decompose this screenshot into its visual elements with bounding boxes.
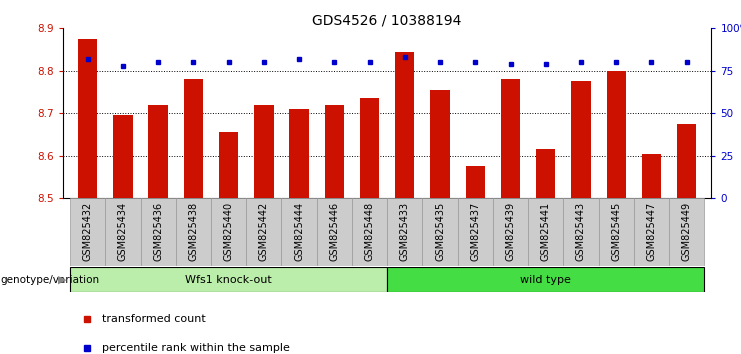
Bar	[316, 198, 352, 266]
Text: GSM825448: GSM825448	[365, 202, 374, 261]
Bar	[563, 198, 599, 266]
Bar	[70, 198, 105, 266]
Bar	[388, 198, 422, 266]
Text: GSM825445: GSM825445	[611, 202, 621, 261]
Title: GDS4526 / 10388194: GDS4526 / 10388194	[313, 13, 462, 27]
Text: GSM825437: GSM825437	[471, 202, 480, 261]
Text: GSM825444: GSM825444	[294, 202, 304, 261]
Text: GSM825447: GSM825447	[646, 202, 657, 261]
Bar	[669, 198, 704, 266]
Bar	[677, 124, 697, 198]
Bar	[141, 198, 176, 266]
Bar	[282, 198, 316, 266]
Text: Wfs1 knock-out: Wfs1 knock-out	[185, 275, 272, 285]
Bar	[70, 267, 387, 292]
Text: GSM825436: GSM825436	[153, 202, 163, 261]
Bar	[184, 79, 203, 198]
Bar	[607, 71, 626, 198]
Text: GSM825442: GSM825442	[259, 202, 269, 261]
Bar	[352, 198, 387, 266]
Bar	[571, 81, 591, 198]
Bar	[465, 166, 485, 198]
Bar	[388, 267, 704, 292]
Bar	[254, 105, 273, 198]
Bar	[634, 198, 669, 266]
Bar	[395, 52, 414, 198]
Bar	[78, 39, 97, 198]
Text: transformed count: transformed count	[102, 314, 206, 324]
Bar	[642, 154, 661, 198]
Text: GSM825443: GSM825443	[576, 202, 586, 261]
Bar	[325, 105, 344, 198]
Bar	[599, 198, 634, 266]
Text: GSM825439: GSM825439	[505, 202, 516, 261]
Text: percentile rank within the sample: percentile rank within the sample	[102, 343, 290, 353]
Text: GSM825449: GSM825449	[682, 202, 691, 261]
Bar	[211, 198, 246, 266]
Text: GSM825432: GSM825432	[83, 202, 93, 261]
Bar	[105, 198, 141, 266]
Text: GSM825441: GSM825441	[541, 202, 551, 261]
Text: genotype/variation: genotype/variation	[1, 275, 100, 285]
Text: GSM825446: GSM825446	[329, 202, 339, 261]
Bar	[422, 198, 458, 266]
Text: GSM825440: GSM825440	[224, 202, 233, 261]
Text: ▶: ▶	[58, 275, 66, 285]
Bar	[219, 132, 239, 198]
Text: GSM825435: GSM825435	[435, 202, 445, 261]
Bar	[528, 198, 563, 266]
Text: GSM825434: GSM825434	[118, 202, 128, 261]
Bar	[493, 198, 528, 266]
Bar	[360, 98, 379, 198]
Bar	[246, 198, 282, 266]
Text: GSM825438: GSM825438	[188, 202, 199, 261]
Bar	[431, 90, 450, 198]
Bar	[536, 149, 556, 198]
Bar	[458, 198, 493, 266]
Bar	[176, 198, 211, 266]
Bar	[148, 105, 167, 198]
Text: wild type: wild type	[520, 275, 571, 285]
Text: GSM825433: GSM825433	[400, 202, 410, 261]
Bar	[113, 115, 133, 198]
Bar	[501, 79, 520, 198]
Bar	[290, 109, 309, 198]
